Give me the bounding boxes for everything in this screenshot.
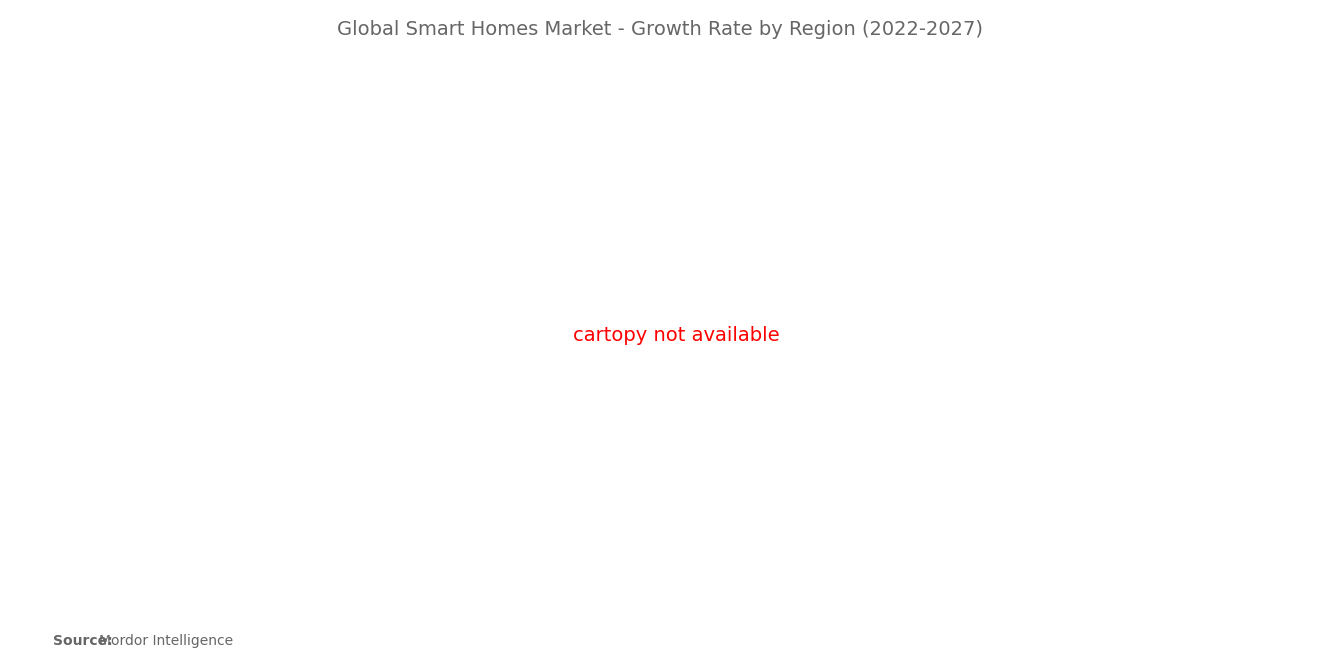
Text: M: M	[1183, 619, 1209, 648]
Text: Source:: Source:	[53, 634, 112, 648]
Text: N: N	[1242, 619, 1266, 648]
Text: cartopy not available: cartopy not available	[573, 327, 780, 345]
Text: Mordor Intelligence: Mordor Intelligence	[99, 634, 234, 648]
Text: Global Smart Homes Market - Growth Rate by Region (2022-2027): Global Smart Homes Market - Growth Rate …	[337, 20, 983, 39]
